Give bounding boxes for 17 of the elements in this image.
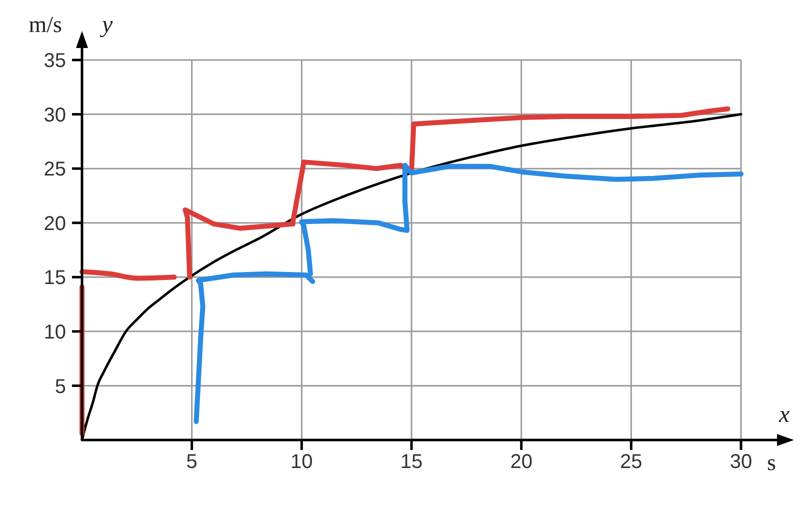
text: s	[767, 450, 776, 475]
x-axis-title: x	[778, 402, 790, 428]
x-tick-label: 30	[730, 451, 752, 474]
y-tick-label: 5	[54, 376, 66, 398]
x-tick-label: 25	[620, 451, 642, 474]
y-axis-title: y	[100, 12, 113, 38]
y-tick-label: 35	[44, 50, 66, 72]
x-tick-label: 5	[186, 451, 198, 474]
y-tick-label: 30	[44, 104, 66, 126]
y-tick-label: 25	[44, 158, 66, 181]
y-tick-label: 10	[44, 322, 66, 344]
text: m/s	[28, 12, 62, 37]
x-tick-label: 20	[510, 451, 532, 474]
x-tick-label: 10	[290, 451, 313, 474]
x-tick-label: 15	[400, 451, 423, 474]
y-tick-label: 15	[44, 267, 66, 290]
y-tick-label: 20	[44, 212, 66, 235]
